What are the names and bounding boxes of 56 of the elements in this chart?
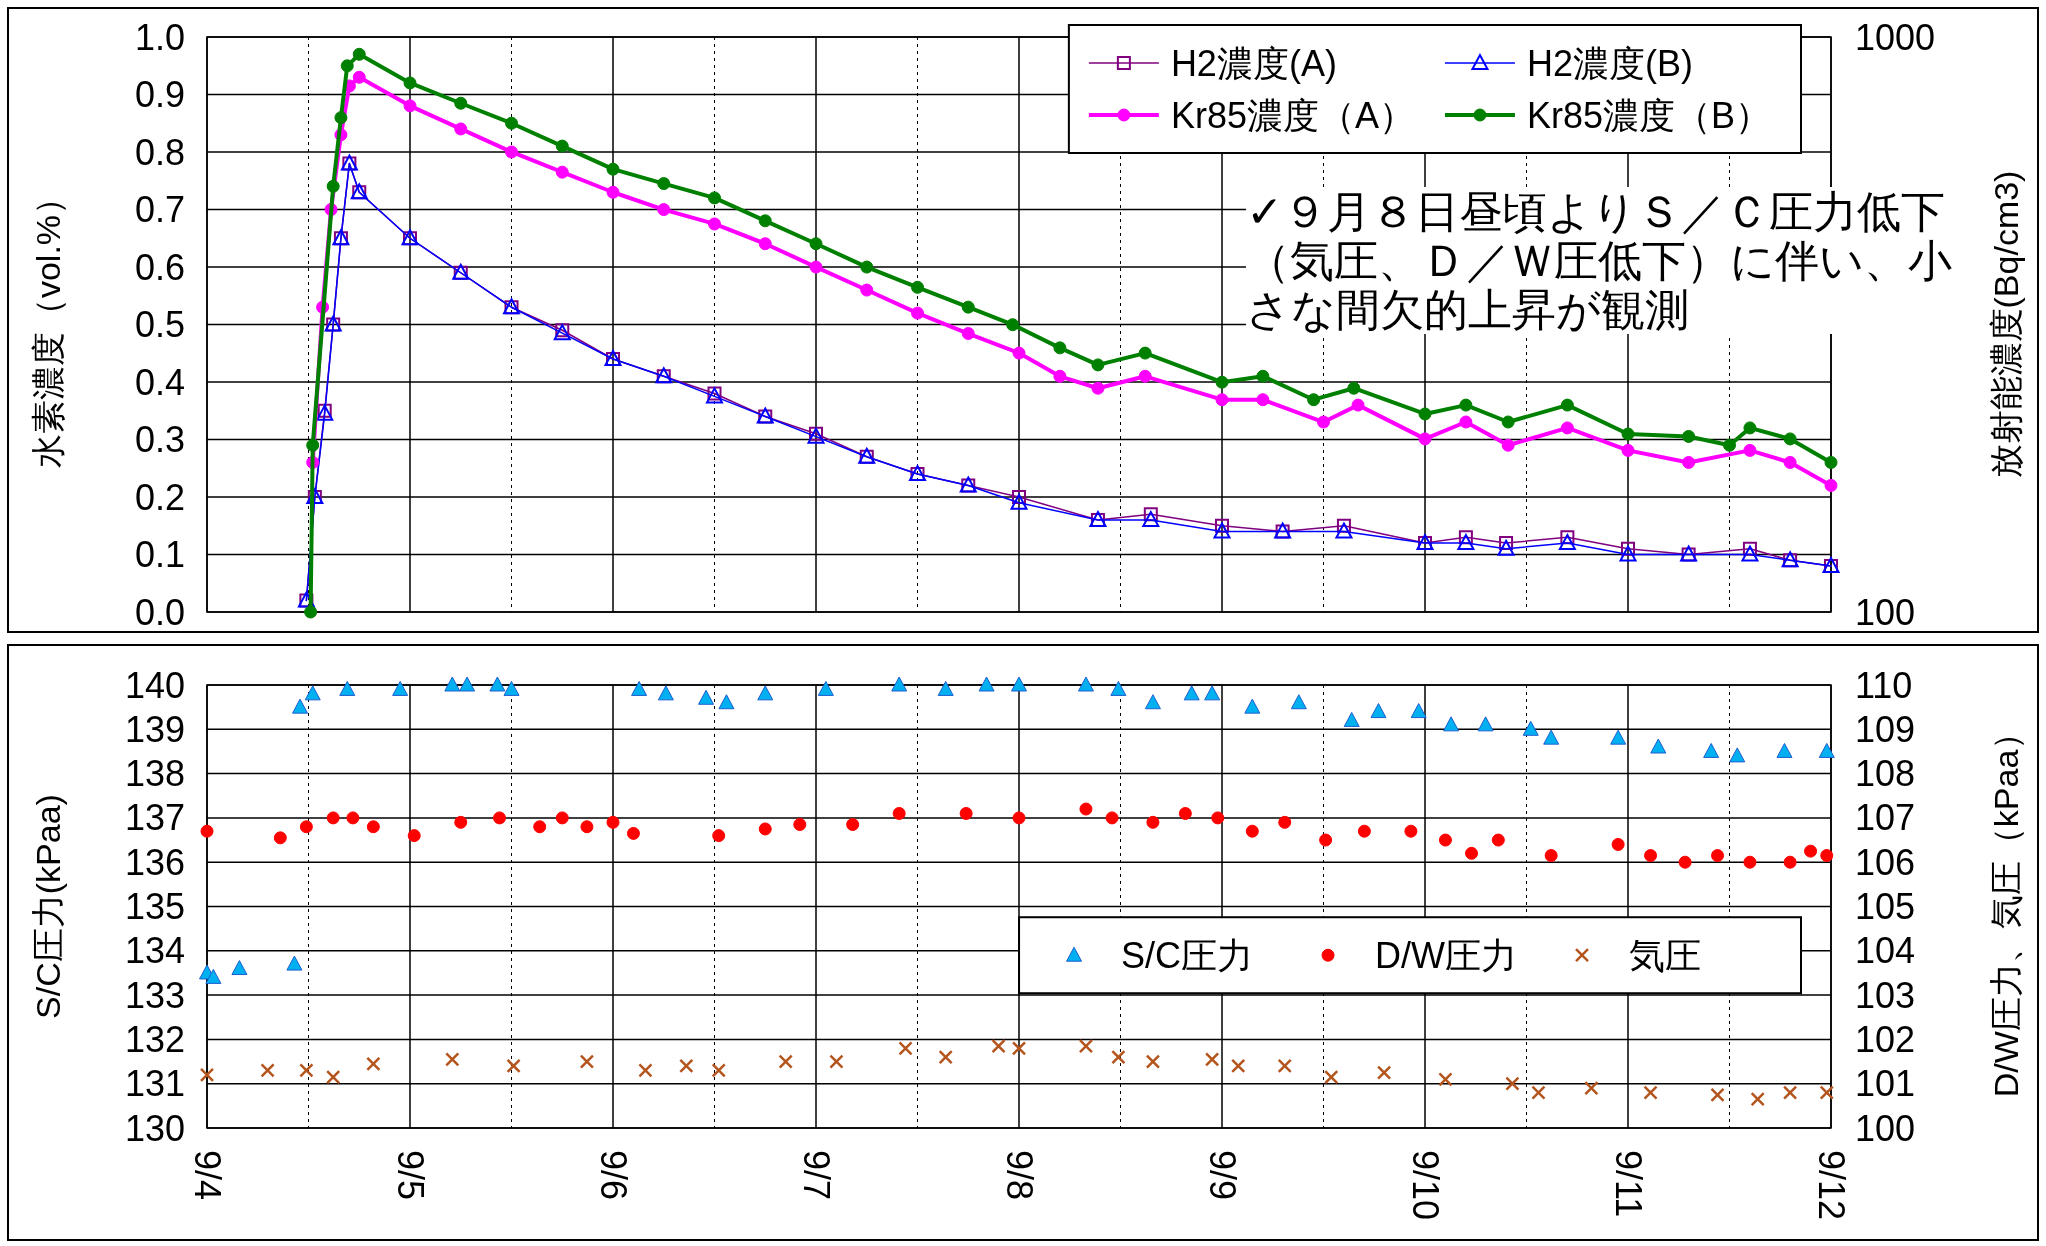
y-tick-label: 0.4 bbox=[134, 361, 185, 403]
y2-tick-label: 110 bbox=[1855, 664, 1913, 706]
y-tick-label: 131 bbox=[124, 1063, 185, 1105]
x-tick-label: 9/7 bbox=[795, 1150, 837, 1201]
y2-tick-label: 106 bbox=[1855, 841, 1916, 883]
x-tick-label: 9/9 bbox=[1201, 1150, 1243, 1201]
y2-axis-title: D/W圧力、気圧（kPaa） bbox=[1987, 715, 2025, 1098]
y-tick-label: 0.7 bbox=[134, 189, 185, 230]
x-tick-label: 9/4 bbox=[186, 1150, 228, 1201]
y2-axis-title: 放射能濃度(Bq/cm3) bbox=[1987, 170, 2025, 479]
legend-label: H2濃度(A) bbox=[1170, 42, 1337, 84]
y-tick-label: 0.1 bbox=[134, 534, 185, 575]
y2-tick-label: 1000 bbox=[1855, 16, 1936, 58]
y2-tick-label: 100 bbox=[1855, 591, 1916, 633]
y2-tick-label: 101 bbox=[1855, 1063, 1916, 1105]
y-tick-label: 0.5 bbox=[134, 304, 185, 345]
y-tick-label: 136 bbox=[124, 841, 185, 883]
x-tick-label: 9/12 bbox=[1810, 1150, 1852, 1221]
y2-tick-label: 105 bbox=[1855, 886, 1916, 927]
y-tick-label: 0.8 bbox=[134, 131, 185, 173]
legend-label: Kr85濃度（A） bbox=[1170, 94, 1415, 136]
y2-tick-label: 104 bbox=[1855, 930, 1916, 972]
y2-tick-label: 103 bbox=[1855, 974, 1916, 1016]
y-tick-label: 0.9 bbox=[134, 74, 185, 115]
y-tick-label: 140 bbox=[124, 664, 185, 706]
y-tick-label: 0.0 bbox=[134, 591, 185, 633]
x-tick-label: 9/8 bbox=[998, 1150, 1040, 1201]
y-tick-label: 0.2 bbox=[134, 476, 185, 518]
legend-label: Kr85濃度（B） bbox=[1526, 94, 1771, 136]
y-tick-label: 135 bbox=[124, 886, 185, 927]
y2-tick-label: 100 bbox=[1855, 1107, 1916, 1149]
y-tick-label: 130 bbox=[124, 1107, 185, 1149]
y-tick-label: 0.6 bbox=[134, 246, 185, 288]
legend-label: D/W圧力 bbox=[1375, 934, 1518, 976]
y2-tick-label: 109 bbox=[1855, 708, 1916, 750]
annotation: ✓９月８日昼頃よりＳ／Ｃ圧力低下（気圧、Ｄ／Ｗ圧低下）に伴い、小さな間欠的上昇が観測 bbox=[1246, 186, 1982, 335]
y2-tick-label: 107 bbox=[1855, 797, 1916, 839]
x-tick-label: 9/11 bbox=[1607, 1150, 1649, 1218]
legend-label: S/C圧力 bbox=[1121, 934, 1254, 976]
y-tick-label: 132 bbox=[124, 1018, 185, 1060]
y-axis-title: 水素濃度（vol.%） bbox=[29, 180, 67, 469]
x-tick-label: 9/6 bbox=[592, 1150, 634, 1201]
legend-label: H2濃度(B) bbox=[1526, 42, 1693, 84]
y-tick-label: 134 bbox=[124, 930, 185, 972]
y-tick-label: 138 bbox=[124, 753, 185, 795]
y-tick-label: 0.3 bbox=[134, 419, 185, 460]
x-tick-label: 9/5 bbox=[389, 1150, 431, 1201]
y-axis-title: S/C圧力(kPaa) bbox=[29, 794, 67, 1019]
y2-tick-label: 108 bbox=[1855, 753, 1916, 795]
legend-label: 気圧 bbox=[1629, 934, 1702, 976]
y-tick-label: 1.0 bbox=[134, 16, 185, 58]
y-tick-label: 137 bbox=[124, 797, 185, 839]
y2-tick-label: 102 bbox=[1855, 1018, 1916, 1060]
x-tick-label: 9/10 bbox=[1404, 1150, 1446, 1221]
y-tick-label: 133 bbox=[124, 974, 185, 1016]
y-tick-label: 139 bbox=[124, 708, 185, 750]
